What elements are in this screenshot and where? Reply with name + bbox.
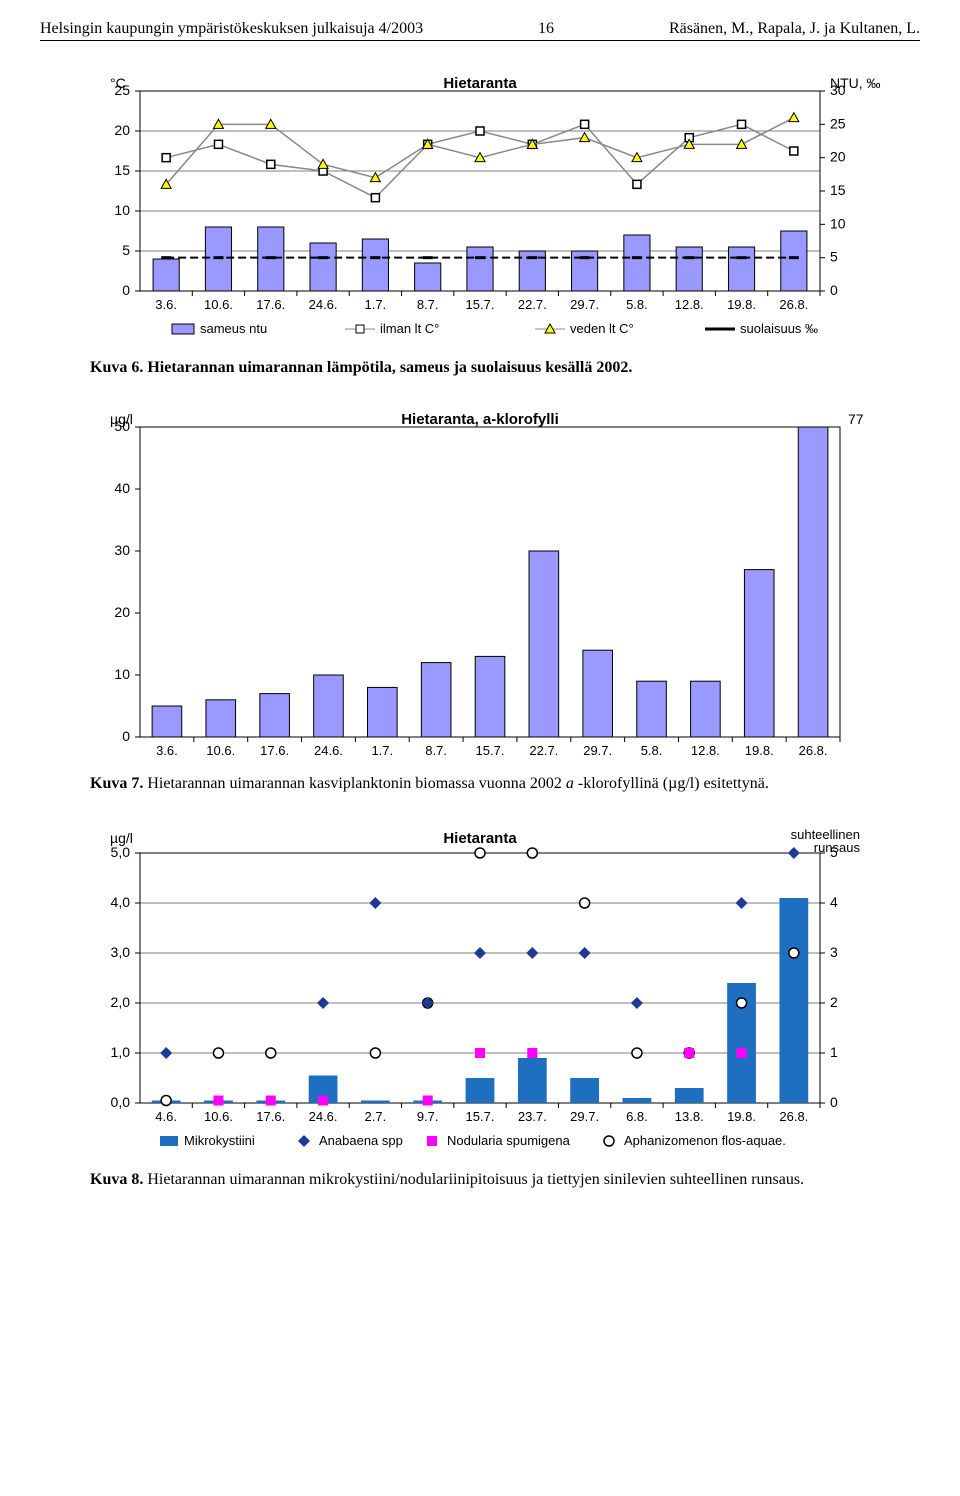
svg-text:0: 0 [830, 1094, 838, 1110]
svg-text:suolaisuus ‰: suolaisuus ‰ [740, 321, 818, 336]
svg-text:15.7.: 15.7. [466, 297, 495, 312]
svg-text:17.6.: 17.6. [256, 297, 285, 312]
svg-text:25: 25 [830, 115, 846, 131]
svg-text:0: 0 [122, 282, 130, 298]
svg-text:4,0: 4,0 [111, 894, 131, 910]
chart-1: 05101520250510152025303.6.10.6.17.6.24.6… [70, 71, 890, 351]
svg-text:3.6.: 3.6. [156, 743, 178, 758]
svg-text:40: 40 [114, 480, 130, 496]
svg-text:10: 10 [830, 215, 846, 231]
svg-text:30: 30 [114, 542, 130, 558]
svg-text:0,0: 0,0 [111, 1094, 131, 1110]
svg-text:22.7.: 22.7. [529, 743, 558, 758]
svg-text:15: 15 [114, 162, 130, 178]
svg-text:19.8.: 19.8. [745, 743, 774, 758]
svg-text:3: 3 [830, 944, 838, 960]
svg-text:8.7.: 8.7. [425, 743, 447, 758]
svg-text:4: 4 [830, 894, 838, 910]
svg-text:µg/l: µg/l [110, 830, 133, 846]
svg-text:77: 77 [848, 411, 864, 427]
svg-text:5.8.: 5.8. [641, 743, 663, 758]
chart-2: 010203040503.6.10.6.17.6.24.6.1.7.8.7.15… [70, 407, 890, 767]
svg-text:29.7.: 29.7. [570, 1109, 599, 1124]
svg-text:Hietaranta: Hietaranta [443, 830, 517, 847]
svg-text:29.7.: 29.7. [570, 297, 599, 312]
svg-text:10.6.: 10.6. [206, 743, 235, 758]
svg-text:6.8.: 6.8. [626, 1109, 648, 1124]
svg-text:ilman lt C°: ilman lt C° [380, 321, 439, 336]
svg-text:0: 0 [122, 728, 130, 744]
svg-text:°C: °C [110, 75, 126, 91]
svg-text:sameus ntu: sameus ntu [200, 321, 267, 336]
svg-text:17.6.: 17.6. [256, 1109, 285, 1124]
svg-text:26.8.: 26.8. [779, 1109, 808, 1124]
svg-text:13.8.: 13.8. [675, 1109, 704, 1124]
svg-text:5: 5 [122, 242, 130, 258]
chart-3: 0,01,02,03,04,05,00123454.6.10.6.17.6.24… [70, 823, 890, 1163]
svg-text:0: 0 [830, 282, 838, 298]
svg-text:20: 20 [830, 149, 846, 165]
svg-text:1: 1 [830, 1044, 838, 1060]
svg-text:1,0: 1,0 [111, 1044, 131, 1060]
svg-text:17.6.: 17.6. [260, 743, 289, 758]
svg-text:Hietaranta, a-klorofylli: Hietaranta, a-klorofylli [401, 411, 559, 428]
header-center: 16 [538, 20, 554, 38]
svg-text:15.7.: 15.7. [476, 743, 505, 758]
svg-text:3,0: 3,0 [111, 944, 131, 960]
svg-text:10.6.: 10.6. [204, 1109, 233, 1124]
svg-text:5,0: 5,0 [111, 844, 131, 860]
svg-text:Aphanizomenon flos-aquae.: Aphanizomenon flos-aquae. [624, 1133, 786, 1148]
svg-text:Hietaranta: Hietaranta [443, 75, 517, 92]
svg-text:2,0: 2,0 [111, 994, 131, 1010]
caption-3: Kuva 8. Hietarannan uimarannan mikrokyst… [90, 1171, 890, 1189]
svg-text:12.8.: 12.8. [675, 297, 704, 312]
header-right: Räsänen, M., Rapala, J. ja Kultanen, L. [669, 20, 920, 38]
svg-text:5: 5 [830, 249, 838, 265]
svg-text:22.7.: 22.7. [518, 297, 547, 312]
header-left: Helsingin kaupungin ympäristökeskuksen j… [40, 20, 423, 38]
svg-text:10: 10 [114, 202, 130, 218]
svg-text:12.8.: 12.8. [691, 743, 720, 758]
svg-text:veden lt C°: veden lt C° [570, 321, 634, 336]
page-header: Helsingin kaupungin ympäristökeskuksen j… [40, 20, 920, 41]
svg-text:Nodularia spumigena: Nodularia spumigena [447, 1133, 571, 1148]
svg-text:Anabaena spp: Anabaena spp [319, 1133, 403, 1148]
svg-text:10: 10 [114, 666, 130, 682]
svg-text:10.6.: 10.6. [204, 297, 233, 312]
svg-text:2.7.: 2.7. [365, 1109, 387, 1124]
svg-text:24.6.: 24.6. [314, 743, 343, 758]
svg-text:20: 20 [114, 604, 130, 620]
svg-text:19.8.: 19.8. [727, 1109, 756, 1124]
svg-text:2: 2 [830, 994, 838, 1010]
svg-text:µg/l: µg/l [110, 411, 133, 427]
svg-text:4.6.: 4.6. [155, 1109, 177, 1124]
svg-text:26.8.: 26.8. [799, 743, 828, 758]
svg-text:23.7.: 23.7. [518, 1109, 547, 1124]
svg-text:9.7.: 9.7. [417, 1109, 439, 1124]
svg-text:15: 15 [830, 182, 846, 198]
svg-text:1.7.: 1.7. [371, 743, 393, 758]
svg-text:1.7.: 1.7. [365, 297, 387, 312]
caption-1: Kuva 6. Hietarannan uimarannan lämpötila… [90, 359, 890, 377]
svg-text:3.6.: 3.6. [155, 297, 177, 312]
svg-text:5.8.: 5.8. [626, 297, 648, 312]
svg-text:Mikrokystiini: Mikrokystiini [184, 1133, 255, 1148]
svg-text:NTU, ‰: NTU, ‰ [830, 75, 881, 91]
caption-2: Kuva 7. Hietarannan uimarannan kasviplan… [90, 775, 890, 793]
svg-text:24.6.: 24.6. [309, 297, 338, 312]
svg-text:24.6.: 24.6. [309, 1109, 338, 1124]
svg-text:20: 20 [114, 122, 130, 138]
svg-text:29.7.: 29.7. [583, 743, 612, 758]
svg-text:19.8.: 19.8. [727, 297, 756, 312]
svg-text:26.8.: 26.8. [779, 297, 808, 312]
svg-text:8.7.: 8.7. [417, 297, 439, 312]
svg-text:15.7.: 15.7. [466, 1109, 495, 1124]
svg-text:runsaus: runsaus [814, 840, 861, 855]
